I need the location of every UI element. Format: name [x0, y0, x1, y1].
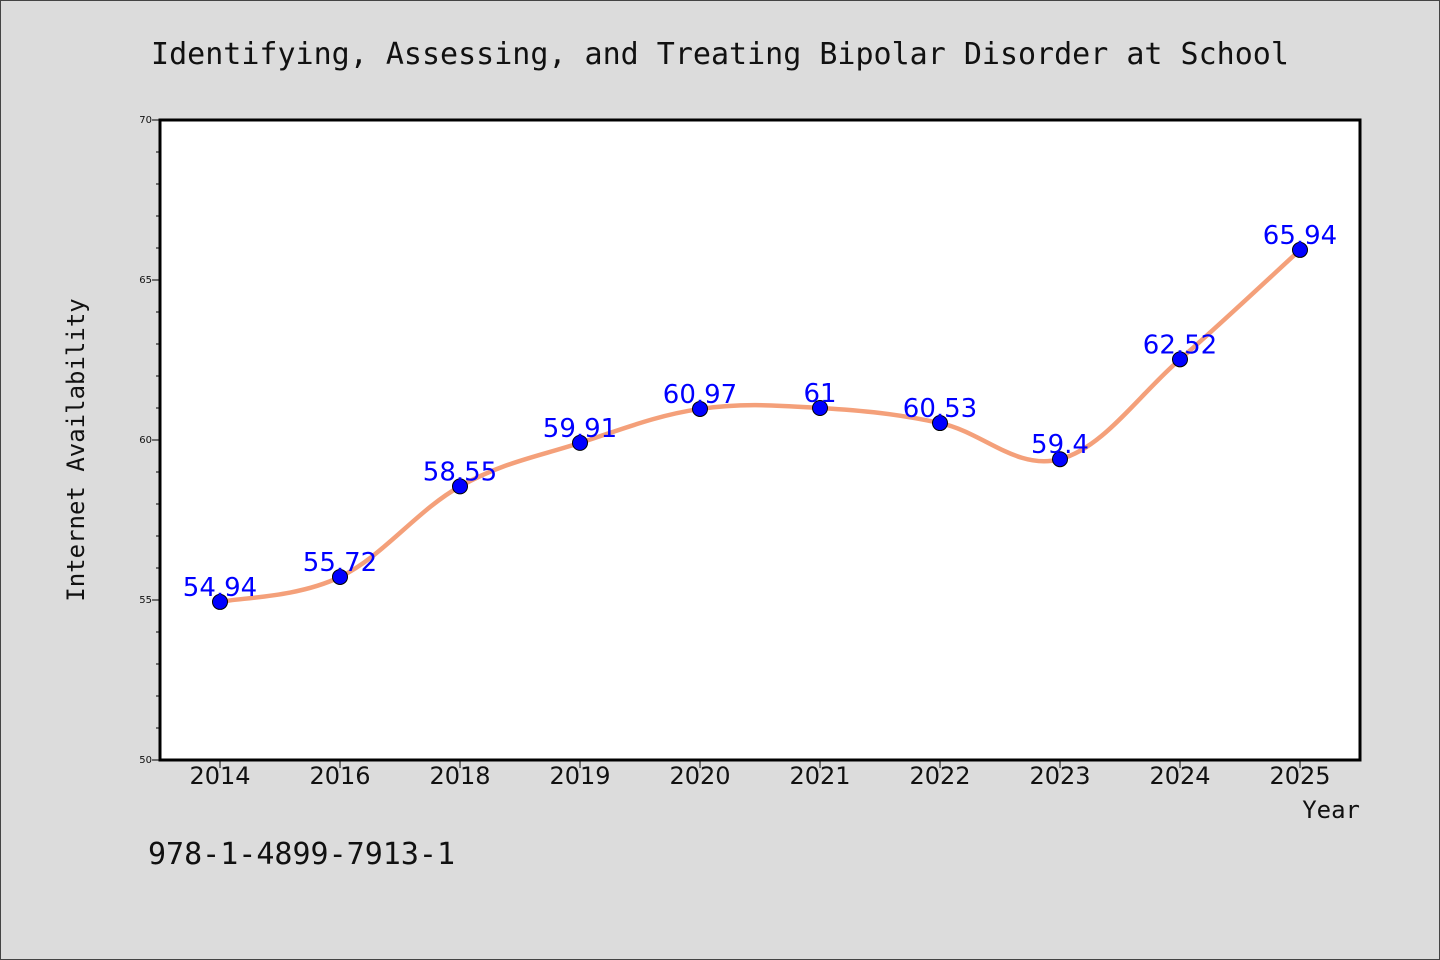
x-tick-label: 2016 — [309, 762, 370, 790]
data-label: 58.55 — [423, 457, 497, 487]
data-point — [1172, 351, 1188, 368]
x-tick-label: 2025 — [1269, 762, 1330, 790]
isbn-label: 978-1-4899-7913-1 — [148, 837, 455, 872]
series-group: 54.94 55.72 58.55 59.91 60.97 61 60.53 59.4 62.5… — [183, 221, 1337, 610]
data-point — [212, 593, 228, 610]
data-label: 62.52 — [1143, 330, 1217, 360]
data-label: 54.94 — [183, 573, 257, 603]
y-tick-label: 55 — [139, 595, 152, 606]
series-line — [217, 247, 1303, 605]
x-axis-title: Year — [1302, 796, 1360, 824]
y-axis-ticks: 50 55 60 65 70 — [139, 115, 160, 766]
x-tick-label: 2023 — [1029, 762, 1090, 790]
x-tick-label: 2019 — [549, 762, 610, 790]
data-label: 65.94 — [1263, 221, 1337, 251]
data-point — [332, 568, 348, 585]
x-tick-label: 2018 — [429, 762, 490, 790]
y-axis-title: Internet Availability — [62, 298, 90, 601]
data-label: 55.72 — [303, 548, 377, 578]
data-label: 60.53 — [903, 394, 977, 424]
x-tick-label: 2021 — [789, 762, 850, 790]
chart-title: Identifying, Assessing, and Treating Bip… — [151, 37, 1289, 72]
x-axis-ticks: 2014 2016 2018 2019 2020 2021 2022 2023 2024 2025 — [189, 760, 1331, 790]
data-point — [572, 434, 588, 451]
data-label: 61 — [803, 379, 836, 409]
data-point — [1292, 241, 1308, 258]
x-tick-label: 2014 — [189, 762, 250, 790]
y-tick-label: 60 — [139, 435, 152, 446]
data-point — [692, 400, 708, 417]
plot-area — [158, 118, 1362, 762]
data-label: 59.4 — [1031, 430, 1089, 460]
y-tick-label: 50 — [139, 755, 152, 766]
x-tick-label: 2024 — [1149, 762, 1210, 790]
x-tick-label: 2022 — [909, 762, 970, 790]
data-point — [1052, 451, 1068, 468]
data-point — [812, 400, 828, 416]
data-point — [452, 478, 468, 495]
data-label: 59.91 — [543, 414, 617, 444]
data-point — [932, 415, 948, 432]
x-tick-label: 2020 — [669, 762, 730, 790]
data-label: 60.97 — [663, 380, 737, 410]
y-tick-label: 65 — [139, 275, 152, 286]
y-tick-label: 70 — [139, 115, 152, 126]
